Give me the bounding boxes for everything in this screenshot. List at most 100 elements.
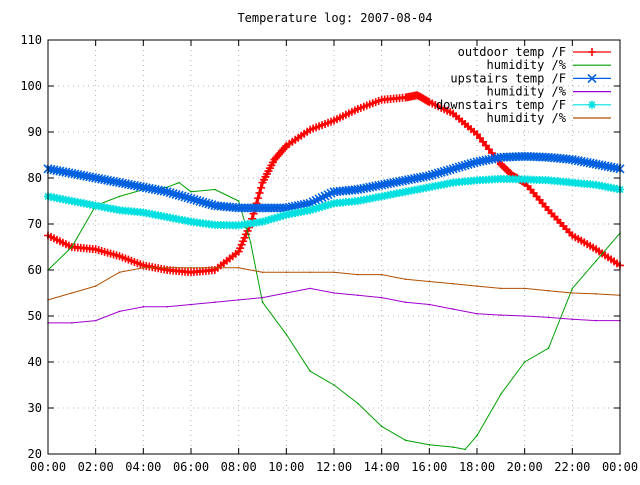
data-point [380,183,383,187]
data-point [357,402,359,405]
data-point [142,306,145,308]
data-point [428,174,431,177]
data-point [523,287,526,290]
plus-marker [254,194,263,203]
data-point [475,133,479,136]
data-point [356,188,360,191]
data-point [71,292,73,294]
y-tick-label: 20 [28,447,42,461]
plus-marker [588,48,596,56]
data-point [285,292,288,294]
x-tick-label: 16:00 [411,460,447,474]
y-tick-label: 70 [28,217,42,231]
data-point [178,181,180,184]
data-point [571,158,574,161]
x-tick-label: 00:00 [602,460,638,474]
data-point [118,310,121,313]
data-point [309,287,311,290]
star-marker [324,201,333,210]
data-point [475,160,479,164]
data-point [333,292,335,294]
data-point [571,181,574,184]
data-point [333,271,335,274]
data-point [571,234,574,237]
data-point [594,183,598,187]
data-point [380,273,383,276]
x-tick-label: 12:00 [316,460,352,474]
data-point [213,268,217,272]
series-5 [47,266,621,301]
data-point [404,278,407,281]
data-point [476,434,478,437]
series-2 [43,151,625,213]
data-point [547,209,550,212]
data-point [332,202,336,205]
data-point [214,301,216,304]
data-point [451,112,455,115]
data-point [118,271,121,274]
data-point [237,266,240,269]
data-point [332,190,336,193]
data-point [214,266,216,269]
data-point [309,370,311,373]
data-point [404,179,407,182]
chart-title: Temperature log: 2007-08-04 [237,11,432,25]
legend-label: outdoor temp /F [458,45,566,59]
star-marker [588,100,596,109]
x-tick-label: 00:00 [30,460,66,474]
data-point [309,271,311,274]
data-point [523,178,526,181]
data-point [190,191,192,193]
data-point [308,202,312,205]
data-point [499,177,503,181]
data-point [214,188,216,191]
data-point [165,215,169,219]
data-point [71,322,73,324]
data-point [547,347,550,350]
data-point [380,296,383,299]
star-marker [279,211,288,220]
data-point [428,303,431,306]
data-point [308,209,312,212]
star-marker [318,202,327,211]
data-point [547,156,550,159]
star-marker [261,216,270,225]
data-point [261,296,264,299]
legend-label: downstairs temp /F [436,98,566,112]
data-point [285,206,288,210]
data-point [499,163,503,166]
legend-label: humidity /% [487,58,567,72]
data-point [428,186,431,189]
data-point [285,213,288,216]
star-marker [276,212,285,221]
x-tick-label: 04:00 [125,460,161,474]
data-point [595,260,597,262]
data-point [595,293,597,295]
data-point [380,195,383,198]
star-marker [312,204,321,213]
data-point [523,361,526,363]
series-layer [43,91,625,451]
data-point [165,268,169,272]
data-point [464,448,466,451]
x-marker [587,73,597,83]
x-tick-label: 20:00 [507,460,543,474]
y-tick-label: 40 [28,355,42,369]
data-point [166,306,168,308]
data-point [594,248,598,251]
series-0 [44,91,624,277]
data-point [500,393,502,396]
data-point [118,195,121,198]
data-point [237,250,240,253]
star-marker [321,201,330,210]
data-point [237,299,240,301]
y-tick-label: 110 [20,33,42,47]
data-point [94,248,97,251]
data-point [594,163,598,166]
data-point [571,318,574,321]
data-point [523,315,526,317]
data-point [571,292,574,294]
data-point [404,439,407,442]
